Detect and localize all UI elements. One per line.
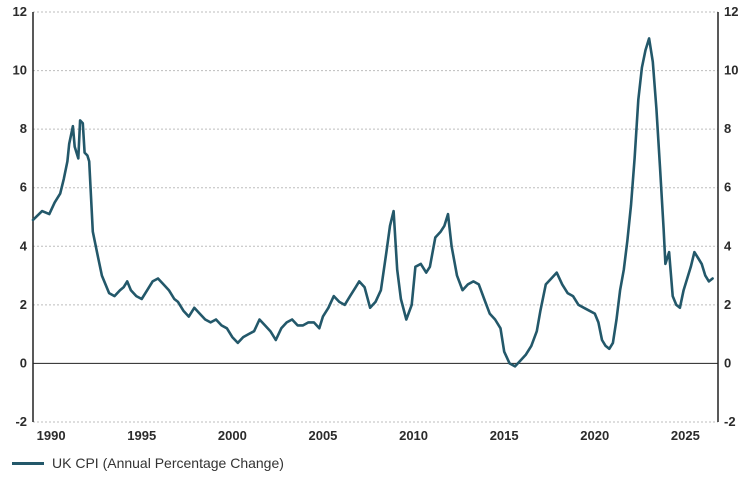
y-tick-label-left: 10 — [13, 63, 27, 78]
y-tick-label-right: 4 — [724, 238, 732, 253]
x-tick-label: 2000 — [218, 428, 247, 443]
y-tick-label-left: 0 — [20, 355, 27, 370]
y-tick-label-right: 12 — [724, 4, 738, 19]
y-axis-left-labels: -2 0 2 4 6 8 10 12 — [13, 4, 28, 429]
y-tick-label-left: 4 — [20, 238, 28, 253]
series-line-cpi — [31, 37, 714, 368]
y-tick-label-left: 8 — [20, 121, 27, 136]
x-tick-label: 2025 — [671, 428, 700, 443]
y-tick-label-right: -2 — [724, 414, 736, 429]
x-tick-label: 1995 — [127, 428, 156, 443]
y-tick-label-left: -2 — [15, 414, 27, 429]
chart-axes — [32, 12, 719, 422]
x-tick-label: 2005 — [308, 428, 337, 443]
legend-label: UK CPI (Annual Percentage Change) — [52, 455, 284, 471]
gridlines — [33, 11, 718, 423]
y-tick-label-right: 2 — [724, 297, 731, 312]
y-tick-label-right: 0 — [724, 355, 731, 370]
x-tick-label: 2015 — [490, 428, 519, 443]
y-tick-label-right: 8 — [724, 121, 731, 136]
legend: UK CPI (Annual Percentage Change) — [12, 455, 284, 471]
x-tick-label: 2020 — [580, 428, 609, 443]
y-tick-label-right: 6 — [724, 180, 731, 195]
x-tick-label: 1990 — [37, 428, 66, 443]
series-layer — [31, 37, 714, 368]
y-tick-label-left: 2 — [20, 297, 27, 312]
x-axis-labels: 1990 1995 2000 2005 2010 2015 2020 2025 — [37, 428, 700, 443]
y-tick-label-right: 10 — [724, 63, 738, 78]
x-tick-label: 2010 — [399, 428, 428, 443]
y-tick-label-left: 6 — [20, 180, 27, 195]
y-axis-right-labels: -2 0 2 4 6 8 10 12 — [724, 4, 738, 429]
y-tick-label-left: 12 — [13, 4, 27, 19]
legend-swatch — [12, 461, 44, 465]
